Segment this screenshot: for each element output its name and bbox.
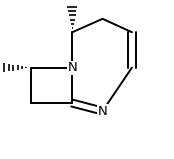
Text: N: N [98, 104, 107, 118]
Text: N: N [68, 61, 77, 74]
